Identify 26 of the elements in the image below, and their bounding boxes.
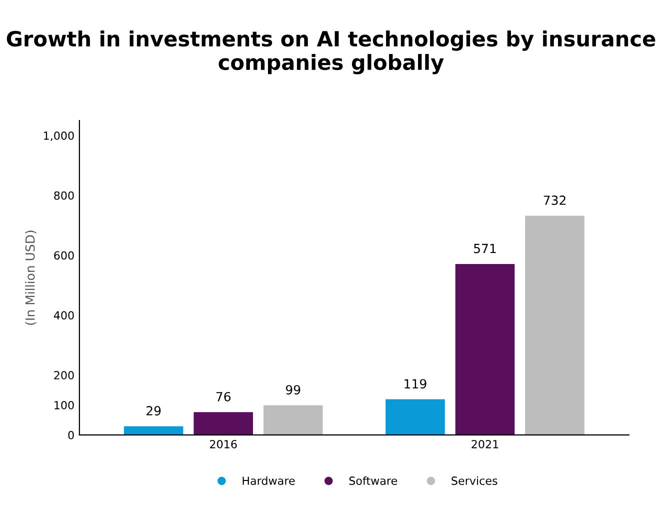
y-tick-label: 0	[68, 430, 74, 440]
y-tick-label: 1,000	[44, 131, 74, 142]
data-label: 29	[146, 406, 161, 416]
bar	[386, 399, 445, 435]
x-tick-label: 2021	[472, 440, 498, 448]
bar	[455, 264, 515, 435]
data-label: 99	[286, 385, 300, 395]
chart-title: Growth in investments on AI technologies by insurance companies globally	[6, 30, 656, 74]
bar	[525, 216, 584, 435]
data-label: 76	[216, 392, 231, 402]
data-label: 571	[474, 244, 496, 254]
bar	[124, 426, 184, 435]
data-label: 732	[544, 196, 566, 205]
x-tick-label: 2016	[210, 440, 237, 448]
y-tick-label: 600	[54, 251, 74, 260]
legend-label: Software	[349, 476, 398, 485]
legend-label: Hardware	[242, 476, 295, 485]
y-axis-title: (In Million USD)	[25, 230, 36, 325]
data-label: 119	[404, 379, 426, 389]
y-tick-label: 100	[54, 400, 74, 410]
bar	[194, 412, 253, 435]
y-tick-label: 800	[54, 191, 74, 200]
legend-label: Services	[452, 476, 498, 485]
bar	[263, 405, 323, 435]
y-tick-label: 400	[54, 311, 74, 320]
y-tick-label: 200	[54, 371, 74, 380]
